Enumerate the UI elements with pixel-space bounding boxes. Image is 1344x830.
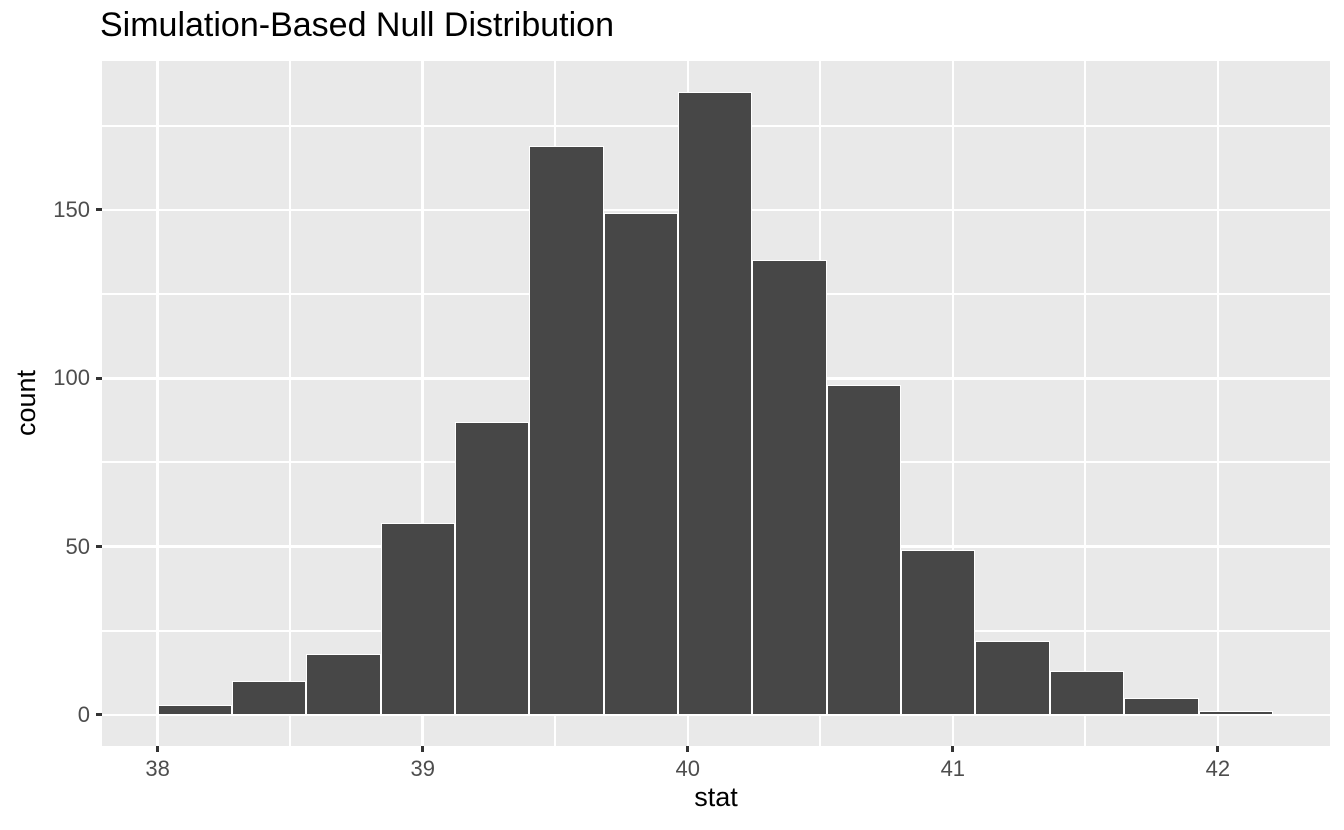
x-tick-label: 40 <box>675 756 700 781</box>
x-tick-mark <box>421 746 425 752</box>
y-tick-mark <box>96 713 102 717</box>
gridline-x-minor <box>289 61 292 746</box>
y-tick-label: 50 <box>65 533 90 559</box>
histogram-bar <box>380 522 456 715</box>
gridline-y-major <box>102 713 1330 717</box>
x-tick-mark <box>951 746 955 752</box>
x-tick-label: 39 <box>410 756 435 781</box>
histogram-bar <box>752 260 827 715</box>
gridline-x-major <box>156 61 159 746</box>
gridline-x-major <box>1216 61 1220 746</box>
y-tick-label: 150 <box>53 196 90 222</box>
histogram-bar <box>1198 711 1273 715</box>
x-tick-mark <box>1216 746 1220 752</box>
gridline-x-minor <box>1084 61 1087 746</box>
x-tick-label: 42 <box>1205 756 1231 781</box>
histogram-bar <box>678 92 753 715</box>
gridline-x-major <box>421 61 424 746</box>
x-tick-label: 38 <box>145 756 170 781</box>
histogram-bar <box>306 654 381 715</box>
gridline-x-major <box>951 61 955 746</box>
histogram-bar <box>1049 671 1125 715</box>
y-tick-mark <box>96 545 102 549</box>
x-tick-mark <box>686 746 690 752</box>
x-tick-label: 41 <box>940 756 966 781</box>
x-axis-title: stat <box>694 782 738 812</box>
histogram-bar <box>232 681 307 715</box>
y-tick-mark <box>96 376 102 380</box>
x-tick-mark <box>156 746 160 752</box>
y-axis-title: count <box>11 369 41 437</box>
histogram-bar <box>455 422 530 715</box>
y-tick-mark <box>96 208 102 212</box>
histogram-bar <box>157 704 232 715</box>
plot-panel <box>102 61 1330 746</box>
histogram-bar <box>529 145 604 715</box>
histogram-bar <box>975 640 1050 715</box>
histogram-bar <box>603 213 679 715</box>
histogram-bar <box>826 384 902 715</box>
y-tick-label: 0 <box>77 701 90 727</box>
histogram-bar <box>1124 698 1199 715</box>
y-tick-label: 100 <box>53 365 90 391</box>
histogram-bar <box>901 549 976 715</box>
chart-title: Simulation-Based Null Distribution <box>100 6 615 44</box>
